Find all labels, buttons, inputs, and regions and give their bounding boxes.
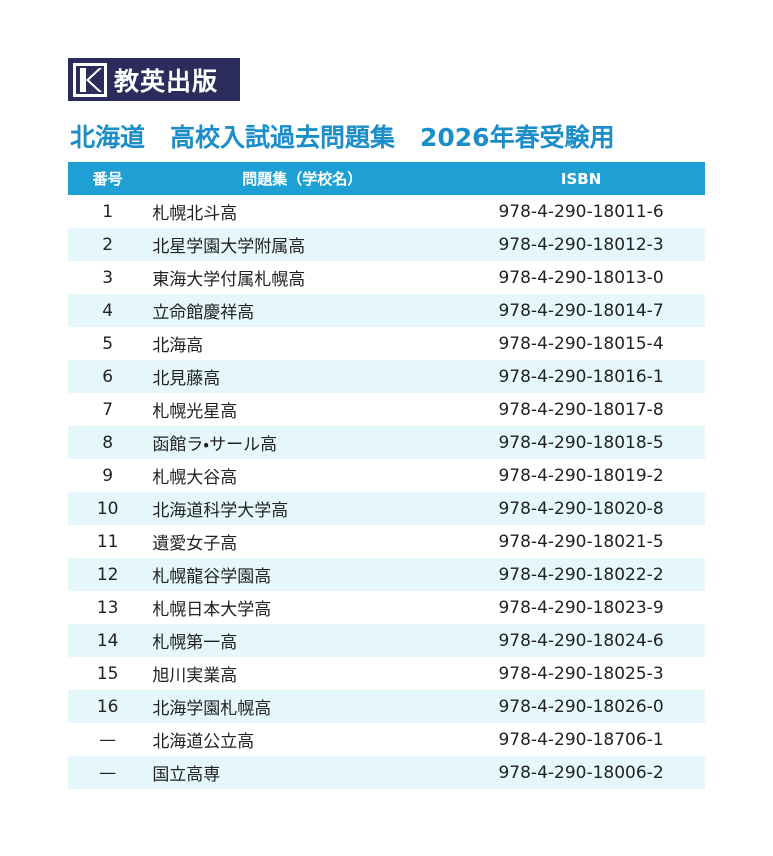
- table-row: 13 札幌日本大学高 978-4-290-18023-9: [68, 591, 705, 624]
- logo: 教英出版: [68, 58, 240, 101]
- school-name: 立命館慶祥高: [147, 294, 458, 327]
- table-row: 4 立命館慶祥高 978-4-290-18014-7: [68, 294, 705, 327]
- row-number: —: [68, 756, 148, 789]
- table-row: 2 北星学園大学附属高 978-4-290-18012-3: [68, 228, 705, 261]
- row-number: 13: [96, 597, 119, 618]
- school-name: 函館ラ・サール高: [147, 426, 458, 459]
- isbn: 978-4-290-18021-5: [498, 531, 664, 552]
- table-row: 8 函館ラ・サール高 978-4-290-18018-5: [68, 426, 705, 459]
- table-row: — 北海道公立高 978-4-290-18706-1: [68, 723, 705, 756]
- row-number: 7: [102, 399, 114, 420]
- school-name: 北海高: [152, 336, 204, 356]
- table-row: 7 札幌光星高 978-4-290-18017-8: [68, 393, 705, 426]
- school-name: 札幌大谷高: [152, 468, 238, 488]
- school-name: 札幌北斗高: [152, 204, 238, 224]
- school-name: 東海大学付属札幌高: [152, 270, 306, 290]
- isbn: 978-4-290-18023-9: [498, 597, 664, 618]
- isbn: 978-4-290-18011-6: [498, 201, 664, 222]
- row-number: 1: [102, 201, 114, 222]
- school-name: 北海道科学大学高: [147, 492, 458, 525]
- column-header: 番号: [68, 162, 148, 195]
- row-number: —: [99, 729, 117, 750]
- isbn: 978-4-290-18020-8: [457, 492, 705, 525]
- column-header: 問題集（学校名）: [147, 162, 458, 195]
- isbn: 978-4-290-18024-6: [457, 624, 705, 657]
- table-row: 10 北海道科学大学高 978-4-290-18020-8: [68, 492, 705, 525]
- table-row: 3 東海大学付属札幌高 978-4-290-18013-0: [68, 261, 705, 294]
- school-name: 札幌第一高: [147, 624, 458, 657]
- isbn: 978-4-290-18706-1: [498, 729, 664, 750]
- school-name: 北見藤高: [147, 360, 458, 393]
- table-row: 14 札幌第一高 978-4-290-18024-6: [68, 624, 705, 657]
- logo-icon: [73, 62, 107, 97]
- school-name: 北海道公立高: [152, 732, 255, 752]
- table-row: 15 旭川実業高 978-4-290-18025-3: [68, 657, 705, 690]
- row-number: 3: [102, 267, 114, 288]
- school-name: 札幌龍谷学園高: [147, 558, 458, 591]
- row-number: 12: [68, 558, 148, 591]
- header-row: 番号 問題集（学校名） ISBN: [68, 162, 705, 195]
- school-name: 北海学園札幌高: [147, 690, 458, 723]
- row-number: 2: [68, 228, 148, 261]
- school-name: 遺愛女子高: [152, 534, 238, 554]
- isbn: 978-4-290-18022-2: [457, 558, 705, 591]
- table-row: 9 札幌大谷高 978-4-290-18019-2: [68, 459, 705, 492]
- column-header: ISBN: [457, 162, 705, 195]
- table-row: 6 北見藤高 978-4-290-18016-1: [68, 360, 705, 393]
- isbn: 978-4-290-18016-1: [457, 360, 705, 393]
- logo-text: 教英出版: [114, 66, 219, 96]
- row-number: 10: [68, 492, 148, 525]
- school-name: 旭川実業高: [152, 666, 238, 686]
- row-number: 4: [68, 294, 148, 327]
- isbn: 978-4-290-18015-4: [498, 333, 664, 354]
- title: 北海道 高校入試過去問題集 2026年春受験用: [70, 123, 615, 152]
- table-row: 5 北海高 978-4-290-18015-4: [68, 327, 705, 360]
- school-name: 札幌光星高: [152, 402, 238, 422]
- isbn: 978-4-290-18017-8: [498, 399, 664, 420]
- row-number: 15: [96, 663, 119, 684]
- isbn: 978-4-290-18013-0: [498, 267, 664, 288]
- table-row: — 国立高専 978-4-290-18006-2: [68, 756, 705, 789]
- row-number: 5: [102, 333, 114, 354]
- row-number: 8: [68, 426, 148, 459]
- isbn: 978-4-290-18012-3: [457, 228, 705, 261]
- table-row: 12 札幌龍谷学園高 978-4-290-18022-2: [68, 558, 705, 591]
- table-row: 1 札幌北斗高 978-4-290-18011-6: [68, 195, 705, 228]
- row-number: 14: [68, 624, 148, 657]
- table-row: 16 北海学園札幌高 978-4-290-18026-0: [68, 690, 705, 723]
- isbn: 978-4-290-18006-2: [457, 756, 705, 789]
- isbn-table: 番号 問題集（学校名） ISBN 1 札幌北斗高 978-4-290-18011-6…: [68, 162, 705, 789]
- row-number: 6: [68, 360, 148, 393]
- school-name: 札幌日本大学高: [152, 600, 272, 620]
- table-row: 11 遺愛女子高 978-4-290-18021-5: [68, 525, 705, 558]
- isbn: 978-4-290-18026-0: [457, 690, 705, 723]
- isbn: 978-4-290-18019-2: [498, 465, 664, 486]
- isbn: 978-4-290-18018-5: [457, 426, 705, 459]
- row-number: 16: [68, 690, 148, 723]
- school-name: 北星学園大学附属高: [147, 228, 458, 261]
- isbn: 978-4-290-18014-7: [457, 294, 705, 327]
- isbn: 978-4-290-18025-3: [498, 663, 664, 684]
- row-number: 11: [96, 531, 119, 552]
- school-name: 国立高専: [147, 756, 458, 789]
- row-number: 9: [102, 465, 114, 486]
